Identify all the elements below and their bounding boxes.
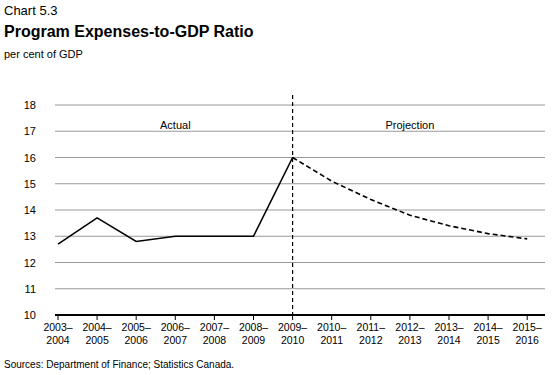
x-tick-label: 2012–2013	[395, 321, 424, 346]
chart: Chart 5.3 Program Expenses-to-GDP Ratio pe…	[0, 0, 560, 375]
series-label: Actual	[160, 119, 191, 131]
y-tick-label: 11	[25, 283, 36, 295]
x-tick-label: 2003–2004	[43, 321, 72, 346]
x-tick-label: 2004–2005	[82, 321, 111, 346]
y-tick-label: 18	[24, 99, 36, 111]
x-tick-label-line: 2007	[164, 334, 188, 346]
x-tick-label: 2014–2015	[473, 321, 502, 346]
chart-label: Chart 5.3	[4, 3, 57, 18]
grid-line	[55, 210, 545, 211]
x-axis-line	[55, 314, 545, 316]
grid-line	[55, 183, 545, 184]
x-tick	[214, 315, 215, 320]
title: Program Expenses-to-GDP Ratio	[4, 23, 254, 40]
grid-line	[55, 105, 545, 106]
x-tick-label-line: 2008–	[239, 321, 268, 333]
y-tick-label: 17	[24, 125, 36, 137]
x-tick-label: 2013–2014	[434, 321, 463, 346]
x-tick-label-line: 2006	[125, 334, 149, 346]
x-tick-label-line: 2011–	[357, 321, 386, 333]
grid-line	[55, 157, 545, 158]
x-tick	[370, 315, 371, 320]
x-tick	[136, 315, 137, 320]
source: Sources: Department of Finance; Statisti…	[4, 359, 234, 370]
series-line	[58, 158, 293, 245]
x-tick-label-line: 2012	[359, 334, 383, 346]
y-tick-label: 15	[24, 178, 36, 190]
x-tick	[449, 315, 450, 320]
x-tick-label-line: 2005–	[122, 321, 151, 333]
x-tick-label-line: 2015–	[513, 321, 542, 333]
grid-line	[55, 288, 545, 289]
x-tick-label-line: 2013–	[434, 321, 463, 333]
x-tick	[488, 315, 489, 320]
x-tick	[58, 315, 59, 320]
x-tick-label: 2010–2011	[317, 321, 346, 346]
x-tick-label-line: 2005	[85, 334, 109, 346]
x-tick-label-line: 2004–	[82, 321, 111, 333]
y-tick-label: 16	[24, 152, 36, 164]
x-tick	[175, 315, 176, 320]
y-tick-label: 14	[24, 204, 36, 216]
x-tick-label-line: 2003–	[43, 321, 72, 333]
y-tick-label: 13	[24, 230, 36, 242]
x-tick-label: 2006–2007	[161, 321, 190, 346]
x-tick-label-line: 2014–	[473, 321, 502, 333]
grid-line	[55, 262, 545, 263]
x-tick-label: 2007–2008	[200, 321, 229, 346]
x-tick-label-line: 2011	[320, 334, 343, 346]
x-tick-label-line: 2008	[203, 334, 227, 346]
x-tick-label: 2009–2010	[278, 321, 307, 346]
x-tick	[527, 315, 528, 320]
x-tick-label-line: 2004	[46, 334, 70, 346]
x-tick-label-line: 2010–	[317, 321, 346, 333]
x-tick-label-line: 2013	[398, 334, 422, 346]
series-group	[58, 158, 527, 245]
x-tick	[409, 315, 410, 320]
x-tick-label: 2015–2016	[513, 321, 542, 346]
y-tick-label: 10	[24, 309, 36, 321]
x-tick	[292, 315, 293, 320]
x-tick-label-line: 2010	[281, 334, 305, 346]
series-line	[293, 158, 528, 239]
x-tick-label-line: 2009–	[278, 321, 307, 333]
subtitle: per cent of GDP	[4, 48, 83, 60]
x-tick	[253, 315, 254, 320]
x-tick-label: 2005–2006	[122, 321, 151, 346]
x-tick-label-line: 2012–	[395, 321, 424, 333]
y-tick-label: 12	[24, 257, 36, 269]
projection-divider	[292, 95, 293, 315]
x-tick	[331, 315, 332, 320]
x-tick-label-line: 2007–	[200, 321, 229, 333]
grid-line	[55, 131, 545, 132]
x-tick-label-line: 2006–	[161, 321, 190, 333]
x-tick-label: 2008–2009	[239, 321, 268, 346]
x-tick-label-line: 2016	[516, 334, 540, 346]
x-tick-label-line: 2015	[476, 334, 500, 346]
x-tick-label: 2011–2012	[357, 321, 386, 346]
x-tick-label-line: 2014	[437, 334, 461, 346]
series-label: Projection	[385, 119, 434, 131]
x-tick-label-line: 2009	[242, 334, 266, 346]
x-tick	[97, 315, 98, 320]
